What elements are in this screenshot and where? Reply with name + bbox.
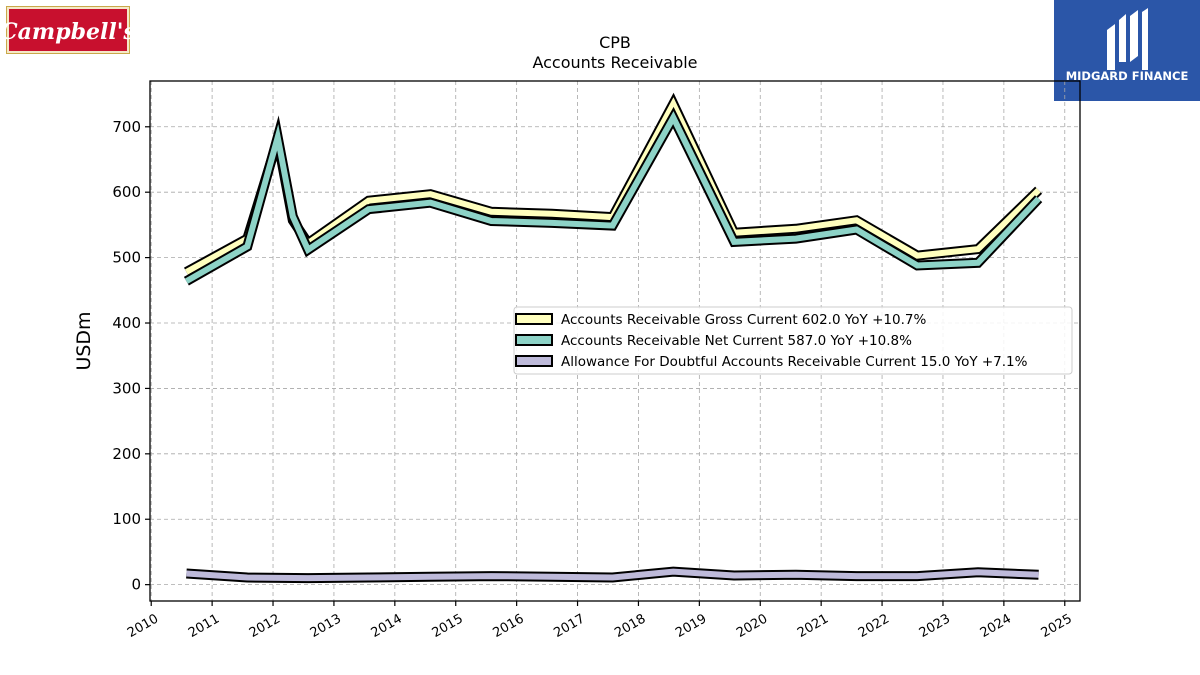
y-tick-label: 400 <box>112 314 141 332</box>
y-tick-label: 0 <box>131 576 141 594</box>
y-tick-label: 500 <box>112 249 141 267</box>
x-tick-label: 2021 <box>795 611 831 641</box>
x-tick-label: 2023 <box>917 611 953 641</box>
x-tick-label: 2022 <box>856 611 892 641</box>
midgard-m-icon <box>1107 8 1148 70</box>
y-axis-ticks: 0 100 200 300 400 500 600 700 <box>112 118 150 594</box>
x-tick-label: 2015 <box>430 611 466 641</box>
x-tick-label: 2011 <box>186 611 222 641</box>
x-tick-label: 2018 <box>612 611 648 641</box>
y-tick-label: 600 <box>112 183 141 201</box>
x-tick-label: 2013 <box>308 611 344 641</box>
series-2-line <box>183 106 1043 286</box>
campbells-logo: Campbell's <box>6 6 130 54</box>
legend: Accounts Receivable Gross Current 602.0 … <box>513 306 1073 375</box>
y-tick-label: 300 <box>112 379 141 397</box>
midgard-finance-text: MIDGARD FINANCE <box>1066 69 1189 83</box>
plot-frame <box>149 80 1081 602</box>
campbells-logo-text: Campbell's <box>6 19 130 45</box>
x-axis-ticks: 2010 2011 2012 2013 2014 2015 2016 2017 2018 2019… <box>125 601 1075 641</box>
x-tick-label: 2014 <box>369 611 405 641</box>
chart-subtitle: Accounts Receivable <box>532 53 697 72</box>
x-tick-label: 2010 <box>125 611 161 641</box>
legend-entry-label: Accounts Receivable Net Current 587.0 Yo… <box>561 333 912 349</box>
legend-swatch <box>515 313 553 325</box>
series-line-fill <box>186 568 1039 582</box>
series-3-line <box>186 566 1039 584</box>
chart-title: CPB <box>599 33 631 52</box>
series-line-fill <box>184 111 1041 284</box>
legend-swatch <box>515 355 553 367</box>
y-axis-label: USDm <box>73 311 95 370</box>
y-tick-label: 200 <box>112 445 141 463</box>
x-tick-label: 2017 <box>551 611 587 641</box>
x-tick-label: 2019 <box>673 611 709 641</box>
series-line-outline <box>183 106 1043 286</box>
x-tick-label: 2024 <box>978 611 1014 641</box>
y-tick-label: 700 <box>112 118 141 136</box>
y-tick-label: 100 <box>112 510 141 528</box>
midgard-finance-logo: MIDGARD FINANCE <box>1054 0 1200 101</box>
x-tick-label: 2012 <box>247 611 283 641</box>
series-lines <box>183 92 1043 584</box>
legend-entry-label: Allowance For Doubtful Accounts Receivab… <box>561 354 1028 370</box>
x-tick-label: 2020 <box>734 611 770 641</box>
x-tick-label: 2025 <box>1039 611 1075 641</box>
legend-swatch <box>515 334 553 346</box>
x-tick-label: 2016 <box>490 611 526 641</box>
grid <box>150 81 1080 601</box>
legend-entry-label: Accounts Receivable Gross Current 602.0 … <box>561 312 926 328</box>
legend-box <box>513 306 1073 375</box>
